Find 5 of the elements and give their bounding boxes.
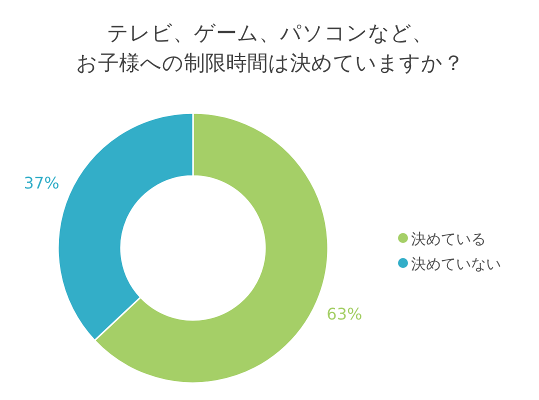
data-label: 63% [326, 304, 362, 324]
legend-label: 決めている [411, 230, 486, 248]
legend-label: 決めていない [411, 255, 501, 273]
chart-title: テレビ、ゲーム、パソコンなど、お子様への制限時間は決めていますか？ [76, 21, 464, 75]
data-label: 37% [24, 173, 60, 192]
